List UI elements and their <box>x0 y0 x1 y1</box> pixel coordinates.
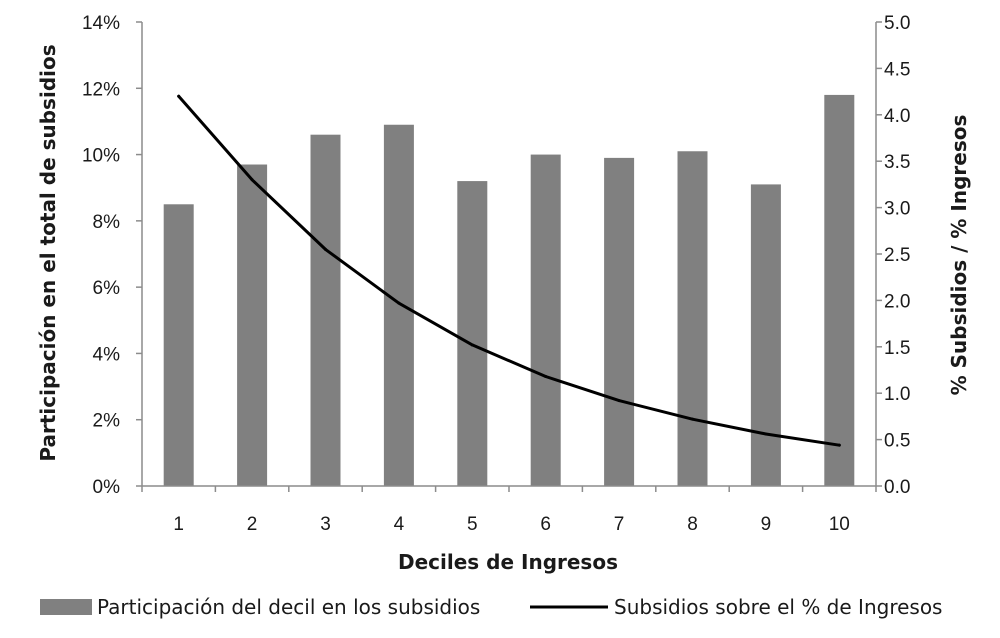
bar-decile-1 <box>163 204 194 487</box>
bar-decile-5 <box>457 181 488 487</box>
line-point-decile-5 <box>470 343 474 347</box>
line-point-decile-2 <box>250 178 254 182</box>
x-tick-label: 4 <box>394 514 405 535</box>
bar-decile-6 <box>530 154 561 487</box>
y-tick-label: 6% <box>93 278 121 299</box>
x-tick-label: 7 <box>614 514 625 535</box>
y2-tick-label: 1.5 <box>884 338 910 359</box>
y2-tick-label: 3.0 <box>884 199 910 220</box>
y2-tick-label: 4.5 <box>884 59 910 80</box>
x-axis-title: Deciles de Ingresos <box>398 550 618 574</box>
x-tick-label: 3 <box>320 514 331 535</box>
bar-decile-4 <box>383 124 414 486</box>
legend: Participación del decil en los subsidios… <box>40 595 942 619</box>
y-tick-label: 4% <box>93 344 121 365</box>
y2-axis-title: % Subsidios / % Ingresos <box>947 115 971 396</box>
y-tick-label: 12% <box>82 79 120 100</box>
y-tick-label: 2% <box>93 411 121 432</box>
bar-decile-7 <box>604 157 635 486</box>
y-tick-label: 8% <box>93 212 121 233</box>
legend-line-label: Subsidios sobre el % de Ingresos <box>614 595 942 619</box>
y-tick-label: 14% <box>82 13 120 34</box>
x-tick-label: 8 <box>687 514 698 535</box>
bars-layer <box>163 94 855 487</box>
x-tick-label: 1 <box>173 514 184 535</box>
line-point-decile-3 <box>324 247 327 251</box>
y2-tick-label: 0.5 <box>884 431 910 452</box>
x-tick-label: 6 <box>540 514 551 535</box>
line-point-decile-4 <box>397 301 401 305</box>
y-tick-label: 10% <box>82 146 120 167</box>
line-series-subsidios <box>177 94 841 447</box>
line-point-decile-6 <box>544 374 548 378</box>
x-tick-label: 5 <box>467 514 478 535</box>
y2-tick-label: 3.5 <box>884 152 910 173</box>
x-tick-label: 10 <box>829 514 850 535</box>
legend-bar-swatch <box>40 599 92 615</box>
y2-tick-label: 5.0 <box>884 13 910 34</box>
y2-tick-label: 4.0 <box>884 106 910 127</box>
bar-decile-10 <box>824 94 855 487</box>
line-point-decile-7 <box>617 399 621 403</box>
bar-decile-3 <box>310 134 341 486</box>
x-tick-label: 2 <box>247 514 258 535</box>
line-point-decile-8 <box>691 417 694 421</box>
y2-tick-label: 0.0 <box>884 477 910 498</box>
line-layer <box>177 94 841 447</box>
bar-decile-8 <box>677 151 708 486</box>
line-point-decile-1 <box>177 94 181 98</box>
legend-bar-label: Participación del decil en los subsidios <box>97 595 480 619</box>
bar-decile-9 <box>750 184 781 486</box>
y2-tick-label: 2.0 <box>884 291 910 312</box>
y2-tick-label: 2.5 <box>884 245 910 266</box>
axes-layer <box>136 21 882 492</box>
y-axis-title: Participación en el total de subsidios <box>36 44 60 461</box>
y-tick-label: 0% <box>93 477 121 498</box>
line-point-decile-9 <box>764 432 768 436</box>
y2-tick-label: 1.0 <box>884 384 910 405</box>
ticks-layer: 0% 2% 4% 6% 8% 10% 12% 14% 0.0 0.5 1.0 1.5 2.0 2.5 3.0… <box>82 13 910 535</box>
x-tick-label: 9 <box>761 514 772 535</box>
bar-decile-2 <box>237 164 268 486</box>
line-point-decile-10 <box>837 443 841 447</box>
